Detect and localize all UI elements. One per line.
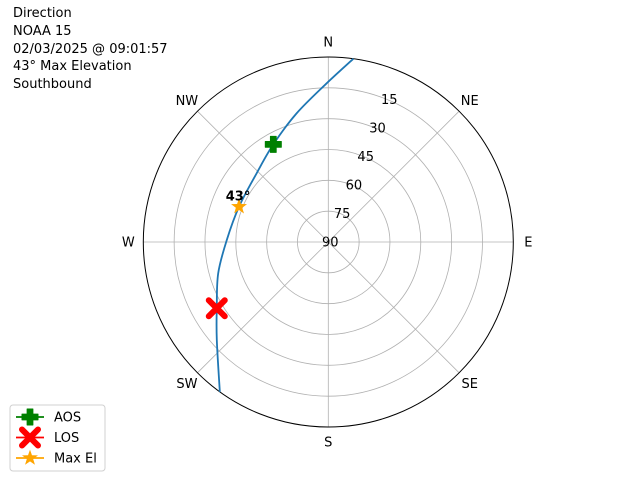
legend-label: AOS [54,411,81,426]
title-line: 43° Max Elevation [13,59,132,75]
marker-los [205,297,228,320]
grid-spoke [197,241,329,374]
direction-label-e: E [524,236,532,251]
elevation-tick-label: 75 [334,207,351,222]
legend-entry-los: LOS [16,426,79,449]
legend-entry-aos: AOS [16,408,81,426]
title-line: NOAA 15 [13,23,72,39]
direction-label-nw: NW [176,94,199,109]
max-elevation-annotation: 43° [226,190,251,205]
marker-max-el [231,198,248,214]
legend-frame [9,404,106,472]
elevation-tick-label: 15 [381,93,398,108]
elevation-tick-label: 90 [322,236,339,251]
direction-label-ne: NE [461,94,479,109]
legend-entry-max-el: Max El [16,449,97,467]
grid-spoke [328,110,460,243]
grid-spoke [197,110,329,243]
direction-label-se: SE [461,377,477,392]
elevation-tick-label: 60 [346,179,363,194]
legend: AOS LOS Max El [9,404,106,472]
elevation-tick-label: 45 [357,150,374,165]
grid-spoke [328,241,460,374]
direction-label-w: W [122,236,135,251]
legend-label: LOS [54,431,79,446]
polar-frame [142,56,514,428]
title-line: Direction [13,6,72,21]
title-line: Southbound [13,77,92,93]
elevation-tick-label: 30 [369,122,386,137]
direction-label-sw: SW [176,377,197,392]
legend-label: Max El [54,452,97,467]
marker-aos [264,135,282,153]
legend-marker-icon [21,408,39,426]
legend-marker-icon [19,426,41,449]
direction-label-s: S [324,436,332,451]
title-line: 02/03/2025 @ 09:01:57 [13,41,168,57]
legend-marker-icon [22,449,38,465]
chart-title: Direction NOAA 15 02/03/2025 @ 09:01:57 … [13,5,168,94]
direction-label-n: N [323,36,333,51]
